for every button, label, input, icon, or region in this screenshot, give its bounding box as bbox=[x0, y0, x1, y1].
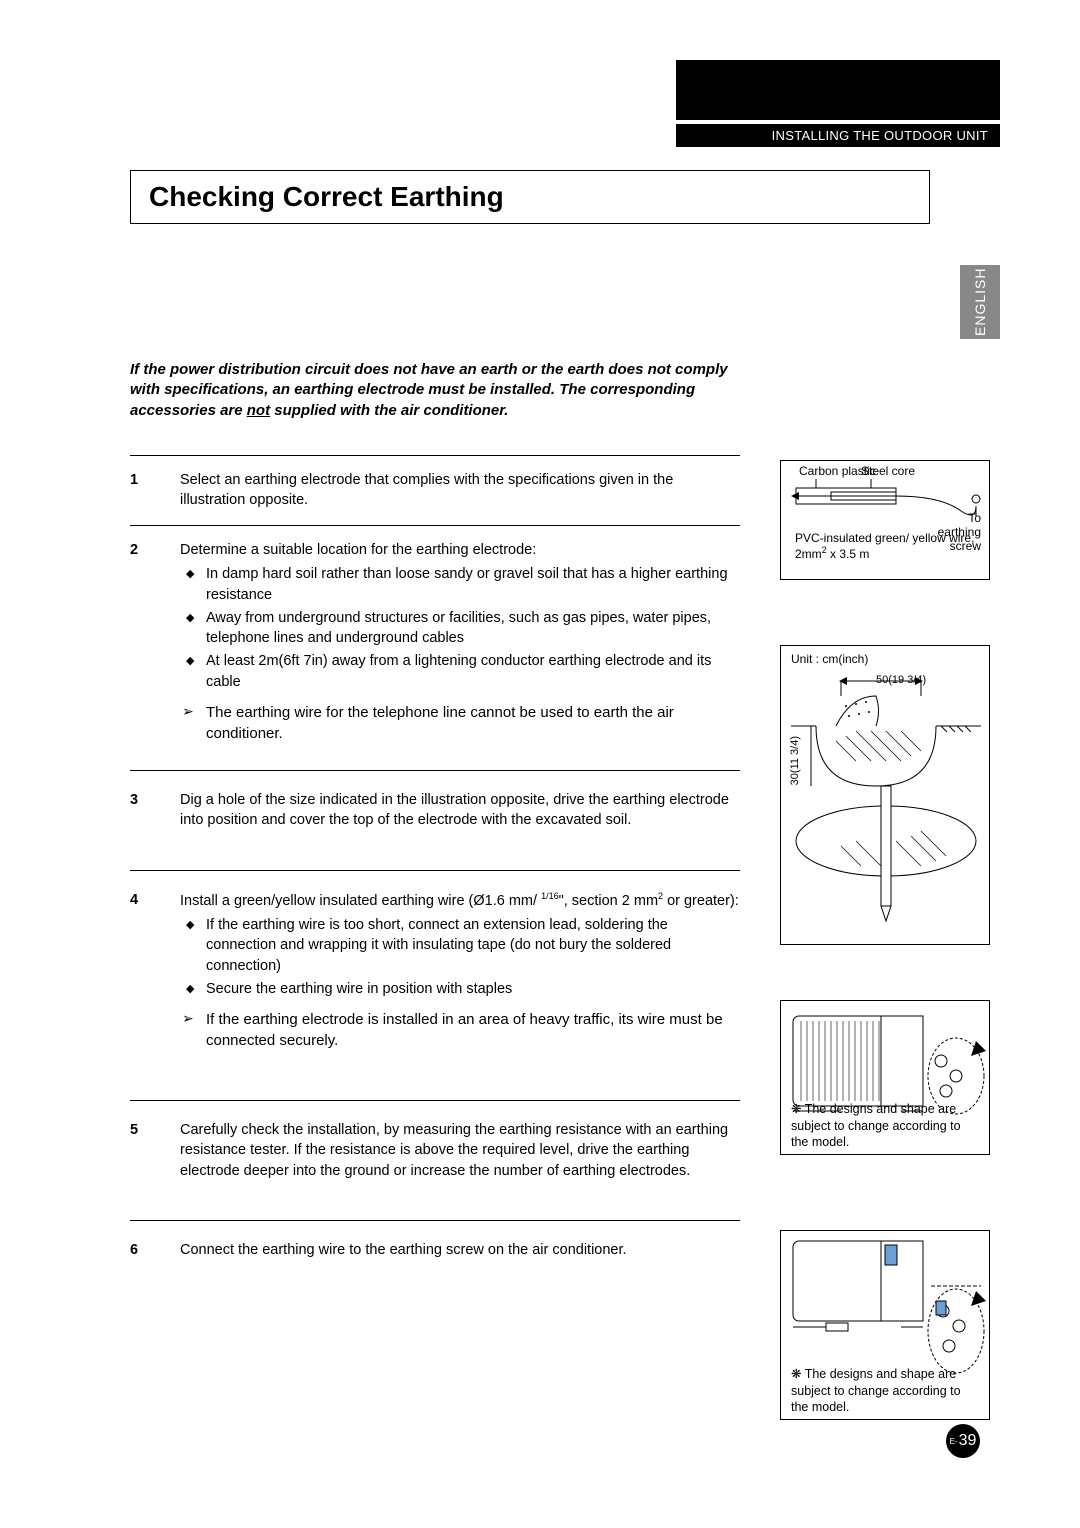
design-note-1: ❋ The designs and shape are subject to c… bbox=[791, 1101, 981, 1150]
section-tab: INSTALLING THE OUTDOOR UNIT bbox=[676, 124, 1000, 147]
step-num: 1 bbox=[130, 470, 138, 490]
list-item: In damp hard soil rather than loose sand… bbox=[180, 564, 740, 605]
step-num: 4 bbox=[130, 890, 138, 910]
bullet-list: If the earthing wire is too short, conne… bbox=[180, 915, 740, 999]
diagram-hole: Unit : cm(inch) bbox=[780, 645, 990, 945]
divider bbox=[130, 770, 740, 771]
page-number-badge: E-39 bbox=[946, 1424, 980, 1458]
step-body: Dig a hole of the size indicated in the … bbox=[180, 790, 740, 831]
step-body: Carefully check the installation, by mea… bbox=[180, 1120, 740, 1181]
diagram-electrode: Carbon plastic Steel core To earthing sc… bbox=[780, 460, 990, 580]
design-note-2: ❋ The designs and shape are subject to c… bbox=[791, 1366, 981, 1415]
intro-post: supplied with the air conditioner. bbox=[270, 402, 508, 419]
step-1: 1 Select an earthing electrode that comp… bbox=[150, 470, 740, 511]
wire-post: x 3.5 m bbox=[827, 547, 870, 561]
bullet-list: In damp hard soil rather than loose sand… bbox=[180, 564, 740, 692]
step-5: 5 Carefully check the installation, by m… bbox=[150, 1120, 740, 1181]
language-tab: ENGLISH bbox=[960, 265, 1000, 339]
list-item: Secure the earthing wire in position wit… bbox=[180, 979, 740, 999]
header-black-box bbox=[676, 60, 1000, 120]
step-text-pre: Install a green/yellow insulated earthin… bbox=[180, 893, 541, 909]
step-text-mid: ", section 2 mm bbox=[559, 893, 658, 909]
step-text-post: or greater): bbox=[663, 893, 739, 909]
divider bbox=[130, 1220, 740, 1221]
step-num: 3 bbox=[130, 790, 138, 810]
step-num: 5 bbox=[130, 1120, 138, 1140]
language-label: ENGLISH bbox=[972, 268, 988, 336]
page-prefix: E- bbox=[950, 1437, 958, 1446]
step-frac: 1/16 bbox=[541, 891, 559, 901]
unit-label: Unit : cm(inch) bbox=[791, 652, 868, 666]
intro-underlined: not bbox=[247, 402, 270, 419]
step-body: Select an earthing electrode that compli… bbox=[180, 470, 740, 511]
section-label: INSTALLING THE OUTDOOR UNIT bbox=[772, 128, 988, 143]
step-num: 2 bbox=[130, 540, 138, 560]
diagram-outdoor-1: ❋ The designs and shape are subject to c… bbox=[780, 1000, 990, 1155]
diagram-outdoor-2: ❋ The designs and shape are subject to c… bbox=[780, 1230, 990, 1420]
arrow-note: The earthing wire for the telephone line… bbox=[180, 702, 740, 744]
step-3: 3 Dig a hole of the size indicated in th… bbox=[150, 790, 740, 831]
divider bbox=[130, 455, 740, 456]
arrow-note: If the earthing electrode is installed i… bbox=[180, 1009, 740, 1051]
divider bbox=[130, 870, 740, 871]
page-title: Checking Correct Earthing bbox=[149, 181, 911, 213]
dim-width: 50(19 3/4) bbox=[876, 674, 926, 686]
list-item: At least 2m(6ft 7in) away from a lighten… bbox=[180, 651, 740, 692]
page-number: 39 bbox=[959, 1432, 977, 1450]
step-num: 6 bbox=[130, 1240, 138, 1260]
label-wire: PVC-insulated green/ yellow wire, 2mm2 x… bbox=[795, 531, 975, 561]
outdoor-svg-2 bbox=[781, 1231, 991, 1386]
divider bbox=[130, 1100, 740, 1101]
list-item: Away from underground structures or faci… bbox=[180, 608, 740, 649]
intro-paragraph: If the power distribution circuit does n… bbox=[130, 360, 740, 421]
label-steel: Steel core bbox=[861, 464, 915, 478]
list-item: If the earthing wire is too short, conne… bbox=[180, 915, 740, 976]
title-bar: Checking Correct Earthing bbox=[130, 170, 930, 224]
step-4: 4 Install a green/yellow insulated earth… bbox=[150, 890, 740, 1051]
step-body: Connect the earthing wire to the earthin… bbox=[180, 1240, 740, 1260]
dim-height: 30(11 3/4) bbox=[789, 736, 801, 785]
divider bbox=[130, 525, 740, 526]
step-6: 6 Connect the earthing wire to the earth… bbox=[150, 1240, 740, 1260]
step-2: 2 Determine a suitable location for the … bbox=[150, 540, 740, 744]
hole-svg bbox=[781, 646, 991, 946]
step-text: Determine a suitable location for the ea… bbox=[180, 542, 536, 558]
